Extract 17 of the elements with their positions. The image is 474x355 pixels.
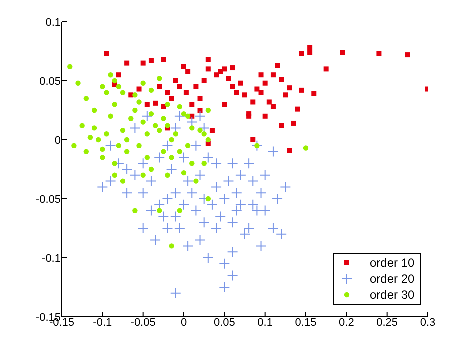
x-tick-label: -0.05 (130, 316, 156, 329)
x-tick-label: 0.05 (214, 316, 236, 329)
y-tick-label: -0.1 (42, 252, 61, 265)
x-tick-label: 0.2 (339, 316, 354, 329)
x-tick-label: 0 (180, 316, 188, 329)
x-tick-label: -0.1 (93, 316, 112, 329)
legend-label: order 30 (370, 288, 415, 302)
x-tick-label: 0.25 (376, 316, 398, 329)
x-tick-label: 0.3 (420, 316, 436, 329)
x-tick-label: 0.1 (258, 316, 273, 329)
y-tick-label: 0.05 (40, 76, 61, 88)
legend-label: order 10 (370, 256, 415, 270)
y-tick-label: 0 (54, 134, 61, 147)
legend-label: order 20 (370, 272, 415, 286)
y-tick-label: 0.1 (46, 16, 61, 29)
y-tick-label: -0.05 (36, 194, 61, 206)
x-tick-label: 0.15 (295, 316, 317, 329)
